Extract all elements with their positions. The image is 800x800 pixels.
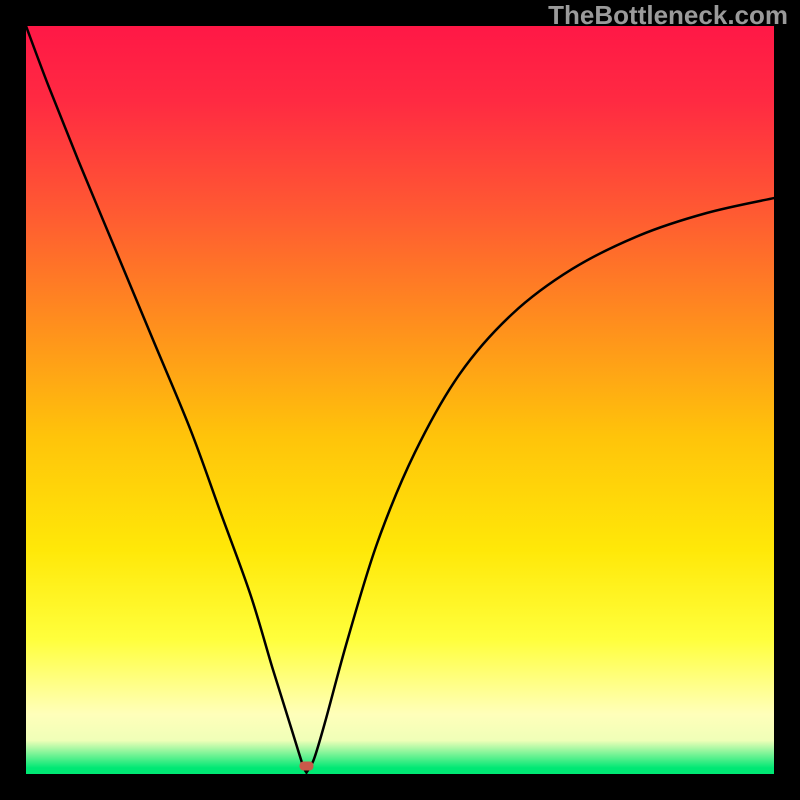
chart-background bbox=[26, 26, 774, 774]
bottleneck-chart bbox=[26, 26, 774, 774]
vertex-marker bbox=[300, 762, 314, 771]
watermark-text: TheBottleneck.com bbox=[548, 0, 788, 31]
